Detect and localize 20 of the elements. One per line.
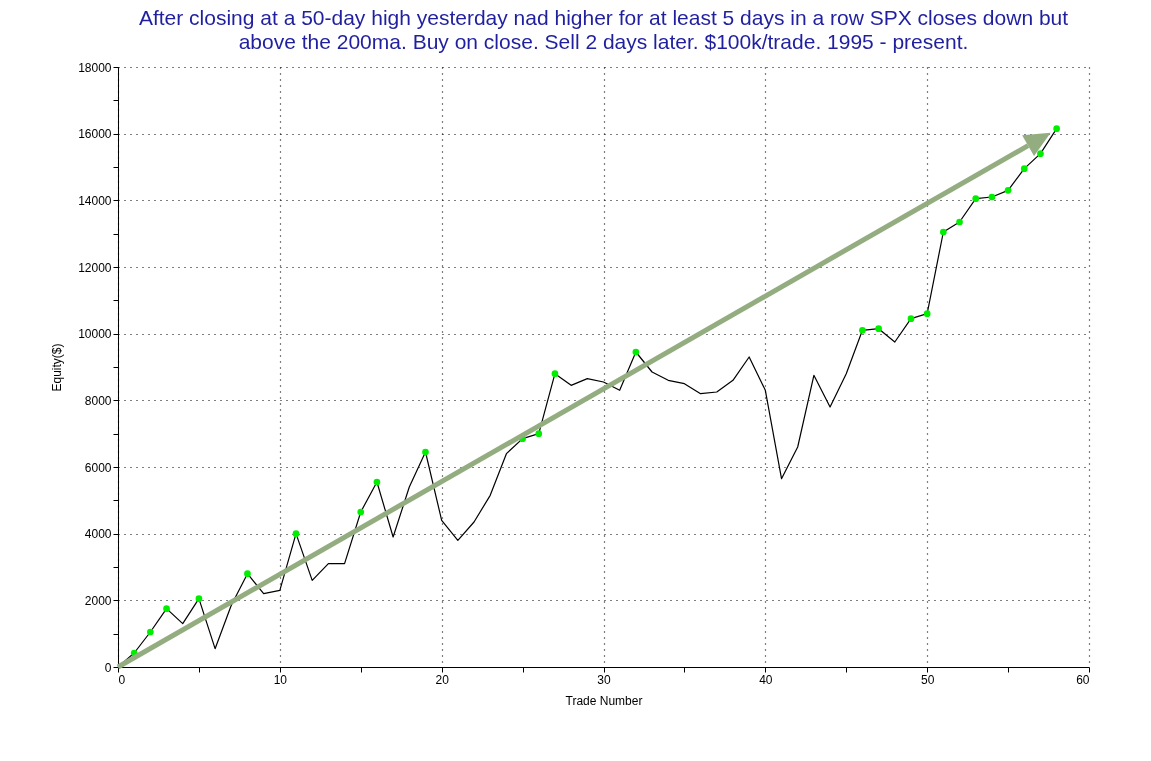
y-tick-label: 0 — [104, 660, 112, 675]
x-tick-label: 30 — [597, 672, 611, 687]
y-tick-label: 6000 — [84, 460, 112, 475]
x-tick-label: 20 — [435, 672, 450, 687]
y-tick-label: 10000 — [78, 327, 112, 342]
x-tick-label: 10 — [273, 672, 288, 687]
y-tick-label: 4000 — [84, 527, 112, 542]
y-tick-label: 2000 — [84, 593, 112, 608]
y-tick-label: 18000 — [78, 60, 112, 75]
y-tick-label: 16000 — [78, 127, 112, 142]
x-tick-label: 60 — [1076, 672, 1090, 687]
y-tick-label: 8000 — [84, 393, 112, 408]
chart-title: After closing at a 50-day high yesterday nad higher for at least 5 days in a row SPX closes down but above the 200ma. Buy on close. Sell 2 days later. $100k/trade. 1995 - present. — [138, 6, 1069, 53]
x-axis-title: Trade Number — [565, 693, 643, 708]
y-tick-label: 14000 — [78, 193, 112, 208]
x-tick-label: 50 — [920, 672, 935, 687]
x-tick-label: 0 — [118, 672, 126, 687]
y-axis-title: Equity($) — [50, 343, 65, 392]
x-tick-label: 40 — [759, 672, 773, 687]
y-tick-label: 12000 — [78, 260, 112, 275]
